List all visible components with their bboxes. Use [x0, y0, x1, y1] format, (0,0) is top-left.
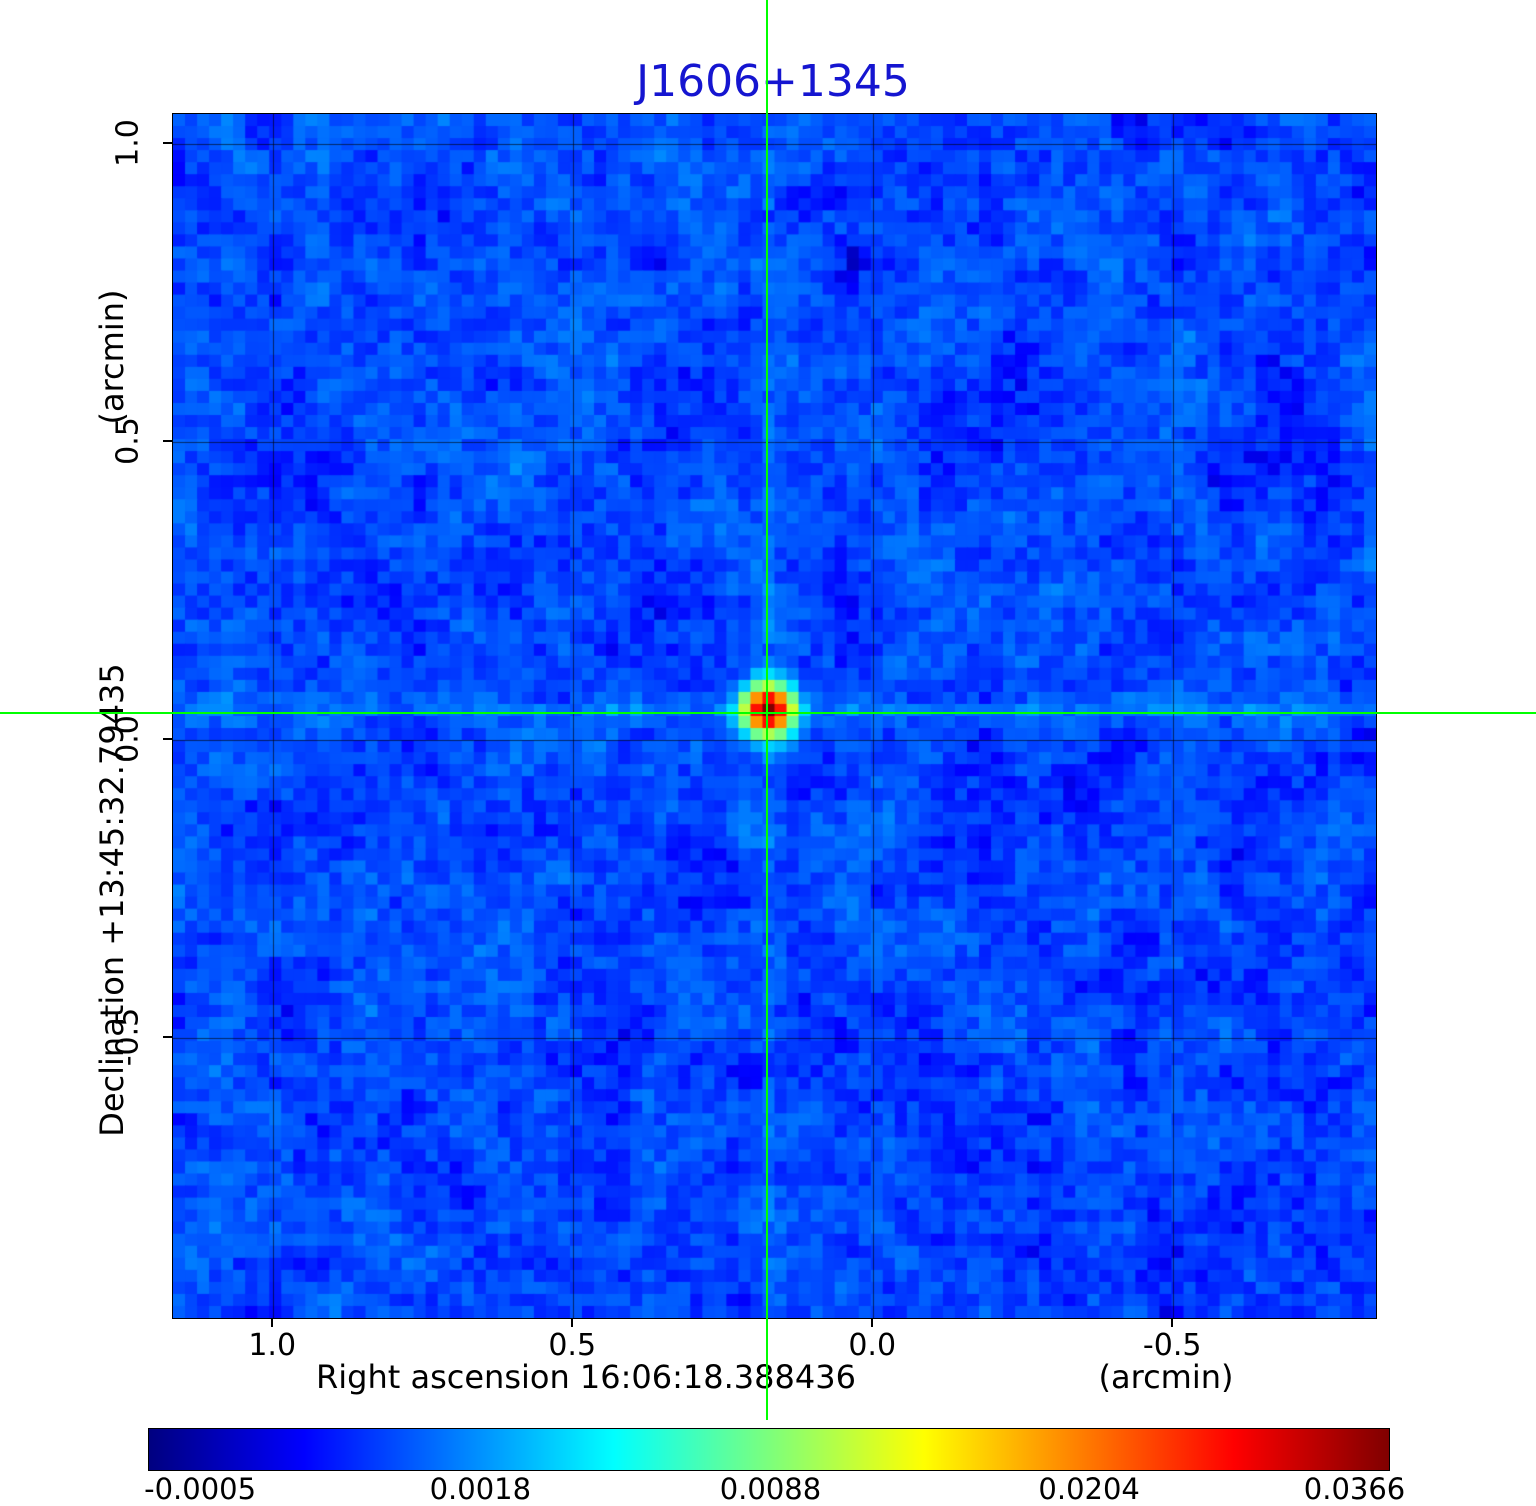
colorbar-tick-label: -0.0005 [144, 1472, 257, 1506]
x-axis-unit-label: (arcmin) [1098, 1358, 1234, 1396]
colorbar-tick-label: 0.0018 [429, 1472, 532, 1506]
plot-title: J1606+1345 [636, 56, 910, 107]
x-tick-mark [1171, 1318, 1174, 1327]
x-tick-label: 0.0 [848, 1328, 897, 1363]
sky-image-canvas[interactable] [173, 114, 1376, 1318]
x-tick-label: 0.5 [548, 1328, 597, 1363]
y-tick-mark [163, 439, 172, 442]
colorbar-tick-label: 0.0204 [1038, 1472, 1140, 1506]
y-axis-unit-label: (arcmin) [93, 289, 131, 425]
y-tick-label: 0.0 [110, 715, 146, 763]
y-tick-label: -0.5 [110, 1008, 146, 1067]
colorbar-tick-label: 0.0366 [1303, 1472, 1406, 1506]
crosshair-horizontal-line [0, 711, 1536, 714]
colorbar [148, 1428, 1390, 1471]
y-tick-label: 0.5 [110, 417, 146, 465]
crosshair-vertical-line [765, 0, 768, 1420]
sky-image-plot[interactable] [172, 113, 1377, 1319]
x-tick-mark [271, 1318, 274, 1327]
x-tick-label: -0.5 [1142, 1328, 1202, 1363]
y-tick-mark [163, 141, 172, 144]
x-tick-mark [571, 1318, 574, 1327]
y-tick-mark [163, 738, 172, 741]
y-tick-label: 1.0 [110, 118, 146, 167]
y-tick-mark [163, 1036, 172, 1039]
colorbar-tick-label: 0.0088 [719, 1472, 822, 1506]
x-tick-label: 1.0 [248, 1328, 297, 1363]
x-axis-label: Right ascension 16:06:18.388436 [316, 1358, 856, 1396]
x-tick-mark [871, 1318, 874, 1327]
